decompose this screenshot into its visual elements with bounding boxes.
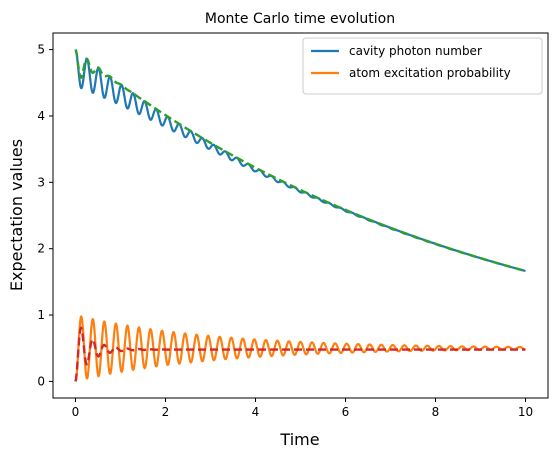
x-tick-label: 6	[342, 405, 350, 419]
legend: cavity photon number atom excitation prob…	[302, 37, 543, 95]
y-tick-label: 4	[37, 109, 45, 123]
series-line-2	[74, 49, 527, 273]
y-tick-label: 5	[37, 43, 45, 57]
y-tick-label: 2	[37, 242, 45, 256]
x-tick-label: 10	[518, 405, 533, 419]
x-axis: 0 2 4 6 8 10	[72, 398, 533, 419]
x-tick-label: 2	[162, 405, 170, 419]
x-tick-label: 4	[252, 405, 260, 419]
x-tick-label: 8	[432, 405, 440, 419]
chart-title: Monte Carlo time evolution	[205, 11, 395, 27]
legend-label: cavity photon number	[349, 44, 482, 58]
y-tick-label: 0	[37, 374, 45, 388]
series-line-3	[74, 326, 527, 382]
plot-frame	[52, 32, 549, 399]
legend-label: atom excitation probability	[349, 66, 511, 80]
x-axis-label: Time	[279, 430, 319, 449]
y-tick-label: 3	[37, 175, 45, 189]
series-layer	[74, 49, 527, 382]
y-tick-label: 1	[37, 308, 45, 322]
y-axis: 0 1 2 3 4 5	[37, 43, 53, 388]
y-axis-label: Expectation values	[7, 139, 26, 291]
legend-box	[302, 37, 543, 95]
series-line-1	[74, 315, 527, 382]
x-tick-label: 0	[72, 405, 80, 419]
